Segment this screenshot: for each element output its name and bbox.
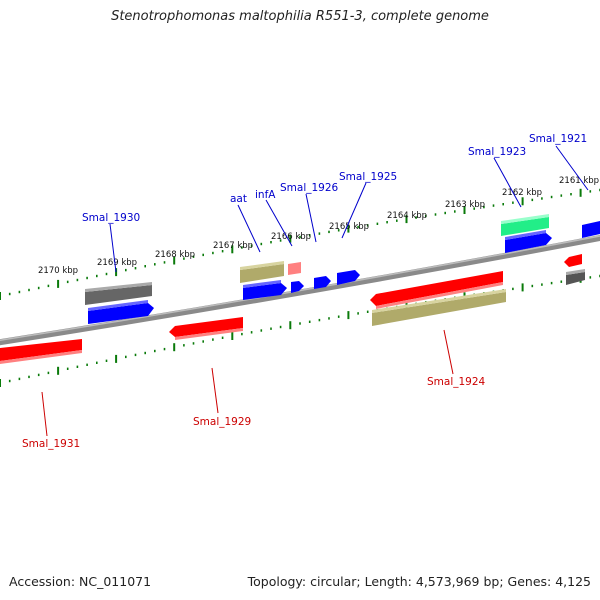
gene-arrow-reverse — [370, 271, 503, 306]
gene-block-olive — [372, 292, 506, 326]
gene-arrow-forward — [337, 270, 360, 285]
gene-arrow-forward — [314, 276, 331, 289]
gene-block-gray — [85, 285, 152, 305]
gene-arrow-forward — [505, 233, 552, 253]
gene-block-gray — [566, 272, 585, 285]
gene-arrow-reverse — [169, 317, 243, 337]
gene-label-forward[interactable]: Smal_1925 — [339, 171, 397, 183]
leader-line — [305, 193, 317, 243]
kbp-tick-label: 2169 kbp — [97, 258, 137, 268]
gene-label-forward[interactable]: Smal_1926 — [280, 182, 339, 194]
accession-text: Accession: NC_011071 — [9, 574, 152, 589]
gene-label-forward[interactable]: infA — [255, 189, 276, 201]
gene-block-olive — [372, 289, 506, 313]
gene-label-forward[interactable]: Smal_1923 — [468, 146, 526, 158]
gene-arrow-forward — [291, 281, 304, 293]
genome-backbone-highlight — [0, 235, 600, 341]
gene-label-forward[interactable]: Smal_1930 — [82, 212, 140, 224]
upper-tick-row — [0, 188, 600, 300]
gene-arrow-forward — [582, 221, 600, 238]
gene-label-reverse[interactable]: Smal_1929 — [193, 416, 251, 428]
kbp-tick-label: 2163 kbp — [445, 200, 485, 210]
gene-arrow-reverse — [376, 282, 503, 309]
map-title: Stenotrophomonas maltophilia R551-3, com… — [111, 9, 489, 24]
leader-line — [109, 223, 117, 273]
gene-arrow-forward — [505, 230, 546, 240]
gene-arrow-reverse — [175, 328, 243, 340]
kbp-tick-label: 2162 kbp — [502, 188, 542, 198]
gene-label-reverse[interactable]: Smal_1931 — [22, 438, 80, 450]
gene-label-forward[interactable]: Smal_1921 — [529, 133, 587, 145]
kbp-tick-label: 2164 kbp — [387, 211, 427, 221]
leader-line — [493, 157, 522, 208]
genome-backbone — [0, 234, 600, 346]
kbp-tick-label: 2167 kbp — [213, 241, 253, 251]
gene-arrow-forward — [243, 280, 281, 288]
leader-line — [341, 182, 367, 239]
kbp-tick-label: 2165 kbp — [329, 222, 369, 232]
gene-arrow-reverse — [0, 339, 82, 361]
leader-line — [265, 199, 293, 247]
gene-block-gray — [85, 282, 152, 292]
gene-block-teal — [501, 217, 549, 236]
gene-block-olive — [240, 261, 284, 270]
gene-block-pink — [288, 262, 301, 275]
gene-arrow-forward — [88, 300, 148, 311]
gene-arrow-forward — [88, 303, 154, 324]
gene-label-reverse[interactable]: Smal_1924 — [427, 376, 486, 388]
gene-block-olive — [240, 264, 284, 283]
kbp-tick-label: 2170 kbp — [38, 266, 78, 276]
kbp-tick-label: 2166 kbp — [271, 232, 311, 242]
leader-line — [555, 145, 589, 191]
gene-arrow-reverse — [0, 350, 82, 364]
kbp-tick-label: 2161 kbp — [559, 176, 599, 186]
topology-text: Topology: circular; Length: 4,573,969 bp… — [247, 574, 591, 589]
gene-block-gray — [566, 269, 585, 275]
kbp-tick-label: 2168 kbp — [155, 250, 195, 260]
gene-label-forward[interactable]: aat — [230, 193, 247, 205]
leader-line — [211, 367, 219, 414]
leader-line — [443, 329, 454, 375]
gene-block-teal — [501, 214, 549, 224]
leader-line — [237, 204, 261, 253]
gene-arrow-reverse — [564, 254, 582, 267]
leader-line — [41, 391, 48, 437]
gene-arrow-forward — [243, 283, 287, 300]
